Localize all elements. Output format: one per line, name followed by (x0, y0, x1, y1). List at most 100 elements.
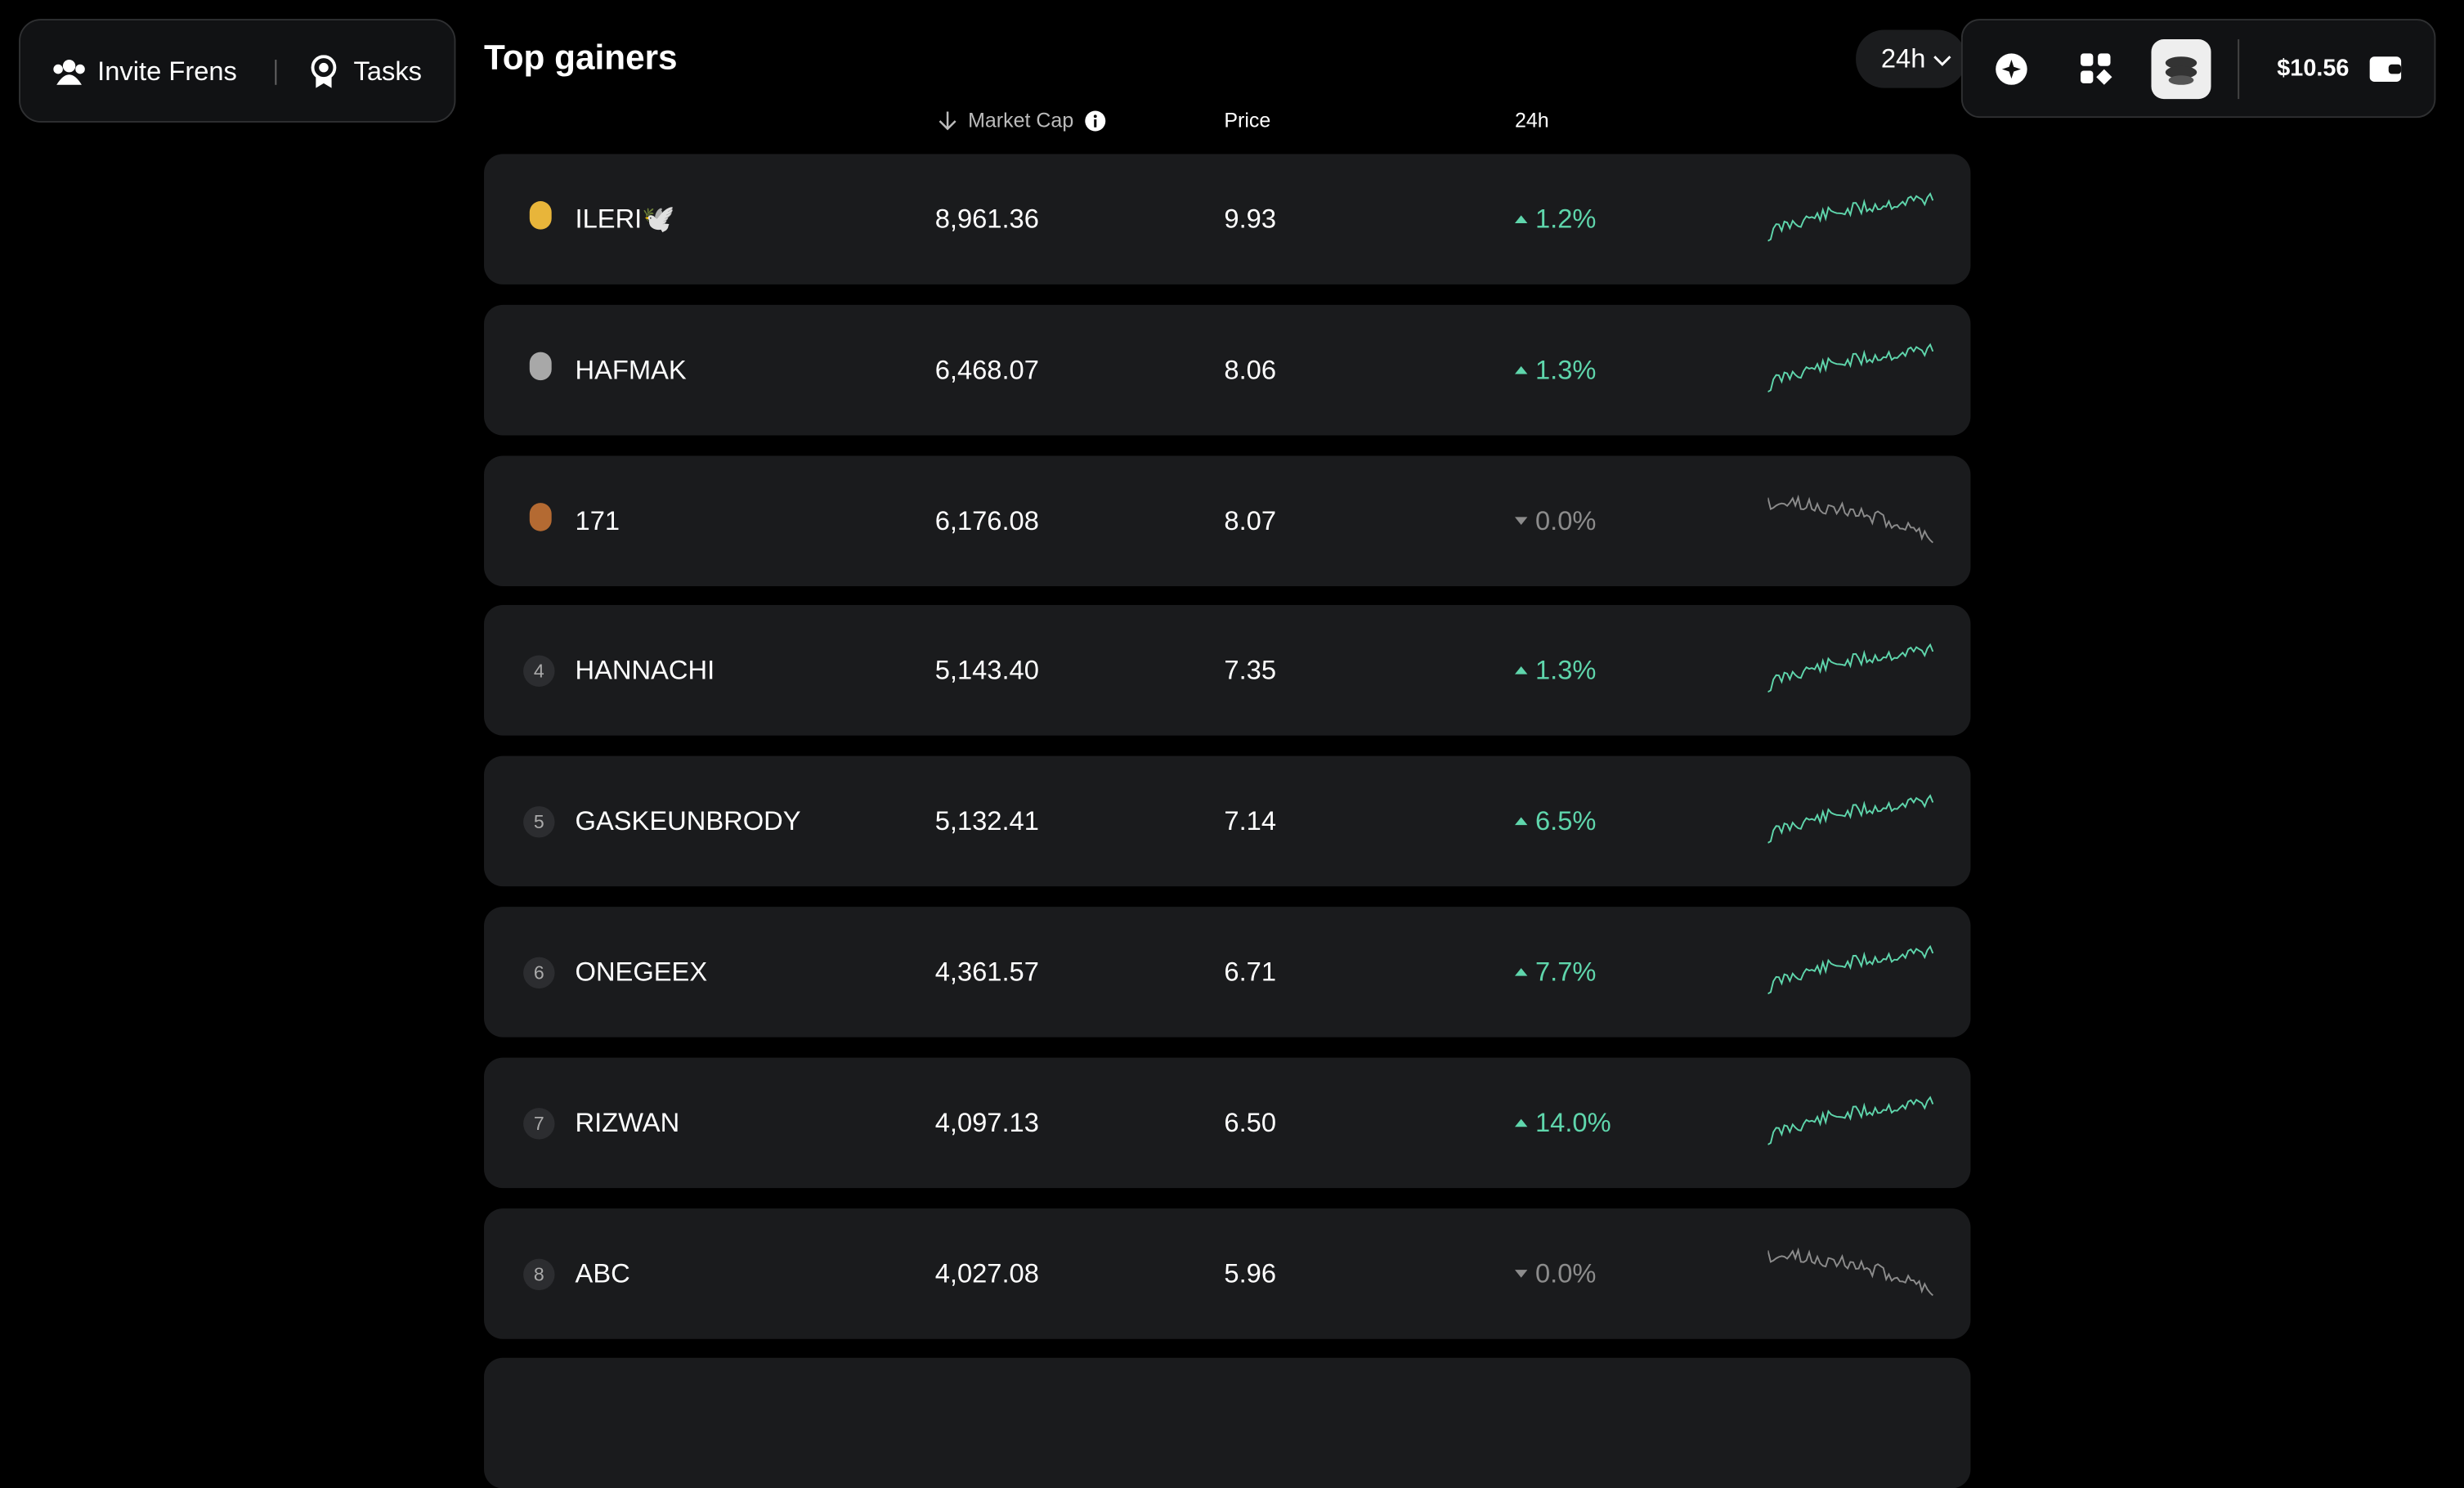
change: 1.2% (1534, 204, 1597, 235)
arrow (1515, 516, 1528, 525)
info-icon (1085, 110, 1106, 132)
balance: $10.56 (2277, 55, 2350, 82)
arrow (1515, 1269, 1528, 1277)
rank: 5 (523, 806, 555, 838)
chat-icon[interactable] (1992, 51, 2030, 88)
token-name: ABC (575, 1257, 630, 1289)
price: 8.06 (1224, 355, 1277, 385)
divider (2238, 39, 2240, 100)
change: 1.3% (1534, 355, 1597, 385)
trend-arrow (1515, 1269, 1528, 1277)
arrow (1515, 365, 1528, 374)
price: 8.07 (1224, 505, 1277, 536)
price: 9.93 (1224, 204, 1277, 235)
change: 6.5% (1534, 806, 1597, 836)
nav-pill (19, 19, 456, 123)
col-change[interactable]: 24h (1515, 108, 1549, 132)
trend-arrow (1515, 968, 1528, 976)
col-price[interactable]: Price (1224, 108, 1271, 132)
market-cap: 5,143.40 (934, 656, 1039, 686)
sparkline (1767, 192, 1934, 242)
sparkline-path (1767, 192, 1934, 242)
row: 7 RIZWAN 4,097.13 6.50 14.0% (484, 1057, 1971, 1188)
invite-frens[interactable]: Invite Frens (97, 56, 237, 87)
medal (529, 352, 552, 380)
change: 1.3% (1534, 656, 1597, 686)
medal (529, 502, 552, 531)
arrow (1515, 968, 1528, 976)
row: 6 ONEGEEX 4,361.57 6.71 7.7% (484, 907, 1971, 1038)
token-name: GASKEUNBRODY (575, 806, 801, 836)
row-partial (484, 1357, 1971, 1488)
tasks[interactable]: Tasks (353, 56, 423, 87)
token-name: RIZWAN (575, 1107, 680, 1138)
token-name: ILERI🕊️ (575, 204, 675, 235)
apps-icon[interactable] (2079, 52, 2113, 86)
row: 8 ABC 4,027.08 5.96 0.0% (484, 1208, 1971, 1338)
market-cap: 4,361.57 (934, 957, 1039, 988)
trend-arrow (1515, 516, 1528, 525)
token-name: HAFMAK (575, 355, 687, 385)
change: 0.0% (1534, 505, 1597, 536)
sparkline-path (1767, 343, 1934, 392)
sparkline (1767, 1246, 1933, 1296)
trend-arrow (1515, 666, 1528, 675)
row: 171 6,176.08 8.07 0.0% (484, 455, 1971, 586)
sparkline-path (1767, 494, 1933, 543)
trend-arrow (1515, 1118, 1528, 1127)
sparkline (1767, 944, 1934, 995)
trend-arrow (1515, 215, 1528, 223)
coins-button[interactable] (2151, 39, 2211, 100)
token-name: 171 (575, 505, 620, 536)
arrow (1515, 666, 1528, 675)
change: 14.0% (1534, 1107, 1611, 1138)
arrow (1515, 1118, 1528, 1127)
sparkline (1767, 1095, 1934, 1145)
price: 6.50 (1224, 1107, 1277, 1138)
market-cap: 6,176.08 (934, 505, 1039, 536)
arrow (1515, 817, 1528, 826)
sparkline (1767, 643, 1934, 693)
row: 4 HANNACHI 5,143.40 7.35 1.3% (484, 605, 1971, 737)
market-cap: 4,097.13 (934, 1107, 1039, 1138)
wallet-icon[interactable] (2368, 52, 2403, 83)
stage: Invite Frens Tasks Top gainers 24h $10.5… (19, 19, 2436, 1488)
sparkline-path (1767, 944, 1934, 995)
rank: 4 (523, 656, 555, 688)
col-market-cap[interactable]: Market Cap (968, 108, 1074, 132)
period-dropdown[interactable]: 24h (1856, 29, 1966, 88)
rank: 7 (523, 1107, 555, 1140)
price: 5.96 (1224, 1257, 1277, 1289)
tasks-icon (311, 55, 337, 88)
row: ILERI🕊️ 8,961.36 9.93 1.2% (484, 154, 1971, 285)
market-cap: 6,468.07 (934, 355, 1039, 385)
title: Top gainers (484, 38, 678, 78)
divider (275, 60, 277, 85)
token-name: HANNACHI (575, 656, 715, 686)
sparkline (1767, 494, 1933, 543)
change: 7.7% (1534, 957, 1597, 988)
rank: 6 (523, 957, 555, 989)
chevron (1933, 56, 1952, 66)
arrow (1515, 215, 1528, 223)
coins-icon (2165, 56, 2197, 85)
price: 6.71 (1224, 957, 1277, 988)
market-cap: 4,027.08 (934, 1257, 1039, 1289)
sparkline (1767, 794, 1934, 845)
sparkline-path (1767, 1246, 1933, 1296)
sparkline-path (1767, 643, 1934, 693)
market-cap: 5,132.41 (934, 806, 1039, 836)
row: 5 GASKEUNBRODY 5,132.41 7.14 6.5% (484, 755, 1971, 887)
period-label: 24h (1880, 43, 1926, 74)
trend-arrow (1515, 817, 1528, 826)
price: 7.14 (1224, 806, 1277, 836)
sort-arrow[interactable] (939, 110, 957, 132)
trend-arrow (1515, 365, 1528, 374)
row: HAFMAK 6,468.07 8.06 1.3% (484, 304, 1971, 436)
change: 0.0% (1534, 1257, 1597, 1289)
sparkline (1767, 343, 1934, 392)
token-name: ONEGEEX (575, 957, 708, 988)
rank: 8 (523, 1257, 555, 1290)
sparkline-path (1767, 1095, 1934, 1145)
price: 7.35 (1224, 656, 1277, 686)
